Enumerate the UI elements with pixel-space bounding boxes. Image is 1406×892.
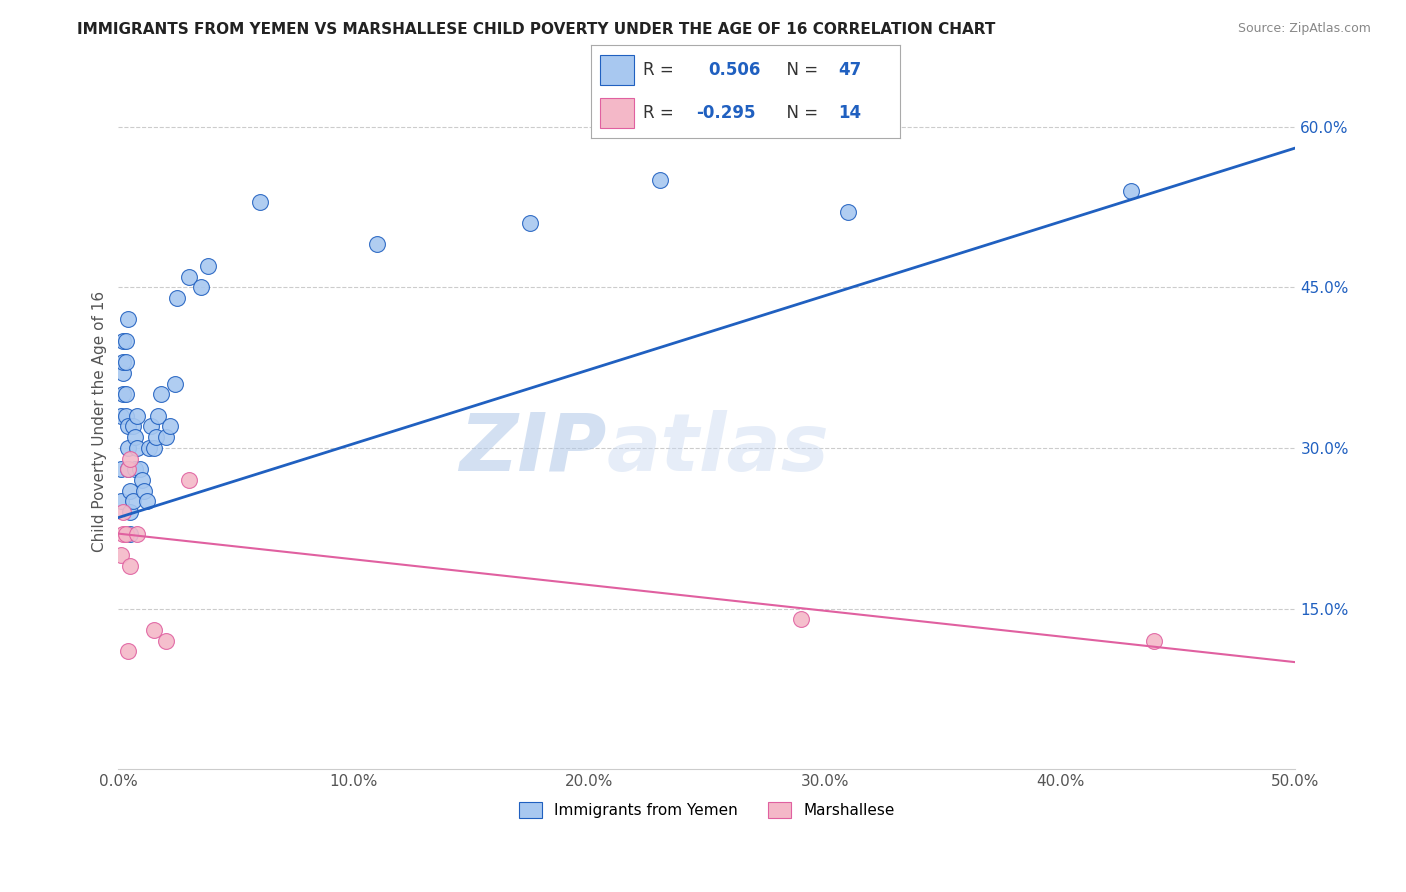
Text: IMMIGRANTS FROM YEMEN VS MARSHALLESE CHILD POVERTY UNDER THE AGE OF 16 CORRELATI: IMMIGRANTS FROM YEMEN VS MARSHALLESE CHI… bbox=[77, 22, 995, 37]
Point bbox=[120, 483, 142, 498]
Point bbox=[110, 409, 132, 423]
Point bbox=[117, 462, 139, 476]
Point bbox=[366, 237, 388, 252]
Point bbox=[114, 334, 136, 348]
Point bbox=[114, 526, 136, 541]
Y-axis label: Child Poverty Under the Age of 16: Child Poverty Under the Age of 16 bbox=[93, 291, 107, 552]
Point bbox=[114, 409, 136, 423]
Point bbox=[124, 462, 146, 476]
Point bbox=[145, 430, 167, 444]
Point bbox=[120, 526, 142, 541]
Text: N =: N = bbox=[776, 104, 824, 122]
Point bbox=[114, 387, 136, 401]
Point bbox=[177, 473, 200, 487]
Text: R =: R = bbox=[643, 61, 685, 78]
Legend: Immigrants from Yemen, Marshallese: Immigrants from Yemen, Marshallese bbox=[513, 797, 901, 824]
Text: ZIP: ZIP bbox=[460, 410, 607, 488]
Point bbox=[148, 409, 170, 423]
Text: -0.295: -0.295 bbox=[696, 104, 755, 122]
Point bbox=[163, 376, 186, 391]
Point bbox=[127, 526, 149, 541]
Point bbox=[1119, 184, 1142, 198]
Point bbox=[837, 205, 859, 219]
Text: R =: R = bbox=[643, 104, 679, 122]
Point bbox=[648, 173, 671, 187]
Point bbox=[112, 505, 135, 519]
Point bbox=[141, 419, 163, 434]
Point bbox=[121, 494, 143, 508]
Point bbox=[155, 430, 177, 444]
Point bbox=[112, 387, 135, 401]
Point bbox=[142, 623, 165, 637]
Point bbox=[159, 419, 181, 434]
Point bbox=[131, 473, 153, 487]
Point bbox=[110, 462, 132, 476]
Point bbox=[112, 334, 135, 348]
Text: Source: ZipAtlas.com: Source: ZipAtlas.com bbox=[1237, 22, 1371, 36]
Point bbox=[177, 269, 200, 284]
FancyBboxPatch shape bbox=[600, 98, 634, 128]
Point bbox=[120, 505, 142, 519]
Point bbox=[790, 612, 813, 626]
Point bbox=[120, 558, 142, 573]
Point bbox=[110, 548, 132, 562]
Point bbox=[249, 194, 271, 209]
Point bbox=[117, 441, 139, 455]
Point bbox=[117, 462, 139, 476]
Point bbox=[127, 409, 149, 423]
Point bbox=[114, 355, 136, 369]
Point bbox=[124, 430, 146, 444]
Text: N =: N = bbox=[776, 61, 824, 78]
Text: atlas: atlas bbox=[607, 410, 830, 488]
Point bbox=[519, 216, 541, 230]
Point bbox=[149, 387, 172, 401]
Text: 0.506: 0.506 bbox=[709, 61, 761, 78]
Point bbox=[110, 494, 132, 508]
Point bbox=[142, 441, 165, 455]
Point bbox=[134, 483, 156, 498]
Point bbox=[117, 419, 139, 434]
Point bbox=[128, 462, 150, 476]
Point bbox=[121, 419, 143, 434]
Text: 47: 47 bbox=[838, 61, 862, 78]
FancyBboxPatch shape bbox=[600, 55, 634, 85]
Point bbox=[155, 633, 177, 648]
Text: 14: 14 bbox=[838, 104, 860, 122]
Point bbox=[117, 644, 139, 658]
Point bbox=[1143, 633, 1166, 648]
Point bbox=[138, 441, 160, 455]
Point bbox=[190, 280, 212, 294]
Point bbox=[197, 259, 219, 273]
Point bbox=[112, 366, 135, 380]
Point bbox=[117, 312, 139, 326]
Point bbox=[120, 451, 142, 466]
Point bbox=[127, 441, 149, 455]
Point bbox=[112, 355, 135, 369]
Point bbox=[112, 526, 135, 541]
Point bbox=[166, 291, 188, 305]
Point bbox=[135, 494, 157, 508]
